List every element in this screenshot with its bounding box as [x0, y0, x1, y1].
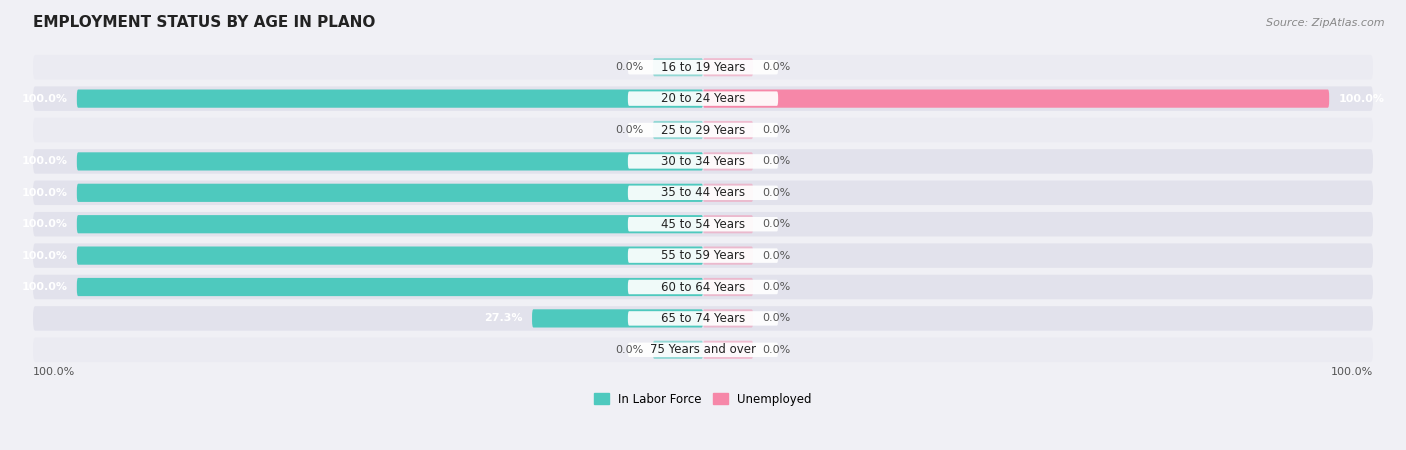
FancyBboxPatch shape	[531, 309, 703, 328]
Text: 100.0%: 100.0%	[21, 94, 67, 104]
FancyBboxPatch shape	[628, 217, 778, 231]
FancyBboxPatch shape	[77, 278, 703, 296]
Legend: In Labor Force, Unemployed: In Labor Force, Unemployed	[589, 388, 817, 410]
Text: 65 to 74 Years: 65 to 74 Years	[661, 312, 745, 325]
FancyBboxPatch shape	[628, 280, 778, 294]
Text: 0.0%: 0.0%	[616, 125, 644, 135]
Text: 75 Years and over: 75 Years and over	[650, 343, 756, 356]
FancyBboxPatch shape	[703, 341, 754, 359]
Text: 0.0%: 0.0%	[762, 313, 790, 324]
Text: Source: ZipAtlas.com: Source: ZipAtlas.com	[1267, 18, 1385, 28]
Text: 16 to 19 Years: 16 to 19 Years	[661, 61, 745, 74]
FancyBboxPatch shape	[32, 86, 1374, 111]
FancyBboxPatch shape	[77, 152, 703, 171]
Text: 0.0%: 0.0%	[616, 345, 644, 355]
FancyBboxPatch shape	[32, 55, 1374, 80]
FancyBboxPatch shape	[32, 180, 1374, 205]
FancyBboxPatch shape	[77, 184, 703, 202]
FancyBboxPatch shape	[32, 243, 1374, 268]
Text: 0.0%: 0.0%	[762, 219, 790, 229]
Text: 30 to 34 Years: 30 to 34 Years	[661, 155, 745, 168]
Text: 100.0%: 100.0%	[21, 282, 67, 292]
FancyBboxPatch shape	[703, 309, 754, 328]
FancyBboxPatch shape	[628, 248, 778, 263]
FancyBboxPatch shape	[652, 58, 703, 76]
Text: 0.0%: 0.0%	[762, 282, 790, 292]
Text: 0.0%: 0.0%	[762, 125, 790, 135]
FancyBboxPatch shape	[703, 278, 754, 296]
Text: EMPLOYMENT STATUS BY AGE IN PLANO: EMPLOYMENT STATUS BY AGE IN PLANO	[32, 15, 375, 30]
Text: 0.0%: 0.0%	[616, 62, 644, 72]
FancyBboxPatch shape	[703, 247, 754, 265]
FancyBboxPatch shape	[628, 311, 778, 326]
FancyBboxPatch shape	[703, 152, 754, 171]
FancyBboxPatch shape	[32, 275, 1374, 299]
FancyBboxPatch shape	[703, 215, 754, 233]
FancyBboxPatch shape	[32, 118, 1374, 142]
Text: 0.0%: 0.0%	[762, 251, 790, 261]
FancyBboxPatch shape	[628, 123, 778, 137]
Text: 100.0%: 100.0%	[21, 219, 67, 229]
FancyBboxPatch shape	[628, 154, 778, 169]
FancyBboxPatch shape	[652, 341, 703, 359]
FancyBboxPatch shape	[703, 184, 754, 202]
Text: 100.0%: 100.0%	[21, 157, 67, 166]
FancyBboxPatch shape	[703, 90, 1329, 108]
Text: 100.0%: 100.0%	[21, 188, 67, 198]
FancyBboxPatch shape	[77, 90, 703, 108]
FancyBboxPatch shape	[652, 121, 703, 139]
Text: 0.0%: 0.0%	[762, 188, 790, 198]
FancyBboxPatch shape	[628, 60, 778, 74]
FancyBboxPatch shape	[703, 58, 754, 76]
Text: 35 to 44 Years: 35 to 44 Years	[661, 186, 745, 199]
Text: 0.0%: 0.0%	[762, 157, 790, 166]
Text: 60 to 64 Years: 60 to 64 Years	[661, 280, 745, 293]
FancyBboxPatch shape	[628, 342, 778, 357]
Text: 27.3%: 27.3%	[484, 313, 523, 324]
Text: 100.0%: 100.0%	[32, 367, 76, 378]
FancyBboxPatch shape	[32, 212, 1374, 236]
Text: 0.0%: 0.0%	[762, 345, 790, 355]
FancyBboxPatch shape	[628, 91, 778, 106]
FancyBboxPatch shape	[32, 338, 1374, 362]
Text: 55 to 59 Years: 55 to 59 Years	[661, 249, 745, 262]
Text: 25 to 29 Years: 25 to 29 Years	[661, 123, 745, 136]
Text: 100.0%: 100.0%	[1330, 367, 1374, 378]
FancyBboxPatch shape	[703, 121, 754, 139]
Text: 20 to 24 Years: 20 to 24 Years	[661, 92, 745, 105]
FancyBboxPatch shape	[77, 247, 703, 265]
Text: 100.0%: 100.0%	[1339, 94, 1385, 104]
FancyBboxPatch shape	[628, 185, 778, 200]
FancyBboxPatch shape	[32, 306, 1374, 331]
Text: 100.0%: 100.0%	[21, 251, 67, 261]
FancyBboxPatch shape	[32, 149, 1374, 174]
FancyBboxPatch shape	[77, 215, 703, 233]
Text: 45 to 54 Years: 45 to 54 Years	[661, 218, 745, 231]
Text: 0.0%: 0.0%	[762, 62, 790, 72]
